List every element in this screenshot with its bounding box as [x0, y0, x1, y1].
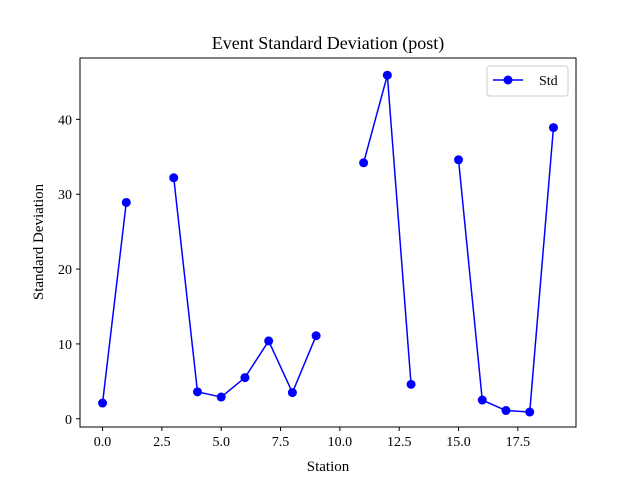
data-point-marker — [406, 379, 416, 389]
legend-box — [486, 65, 569, 97]
x-tick-label: 12.5 — [387, 435, 412, 450]
data-point-marker — [216, 392, 226, 402]
y-tick-label: 0 — [65, 413, 72, 428]
y-axis-label: Standard Deviation — [31, 183, 47, 300]
data-point-marker — [477, 395, 487, 405]
x-tick-label: 5.0 — [212, 435, 230, 450]
data-point-marker — [525, 407, 535, 417]
x-tick-label: 15.0 — [446, 435, 471, 450]
data-point-marker — [382, 70, 392, 80]
data-point-marker — [287, 388, 297, 398]
y-tick-label: 40 — [58, 113, 72, 128]
data-point-marker — [192, 387, 202, 397]
y-tick-label: 20 — [58, 263, 72, 278]
data-point-marker — [454, 155, 464, 165]
series-layer — [98, 70, 558, 417]
data-point-marker — [169, 173, 179, 183]
y-tick-label: 10 — [58, 338, 72, 353]
data-point-marker — [98, 398, 108, 408]
ticks-layer: 0.0 2.5 5.0 7.5 10.0 12.5 15.0 17.5 0 10 20 30 40 — [58, 113, 530, 450]
chart-title: Event Standard Deviation (post) — [212, 33, 444, 54]
x-tick-label: 2.5 — [153, 435, 171, 450]
data-point-marker — [501, 406, 511, 416]
plot-area-frame — [79, 57, 577, 428]
x-tick-label: 0.0 — [94, 435, 112, 450]
data-point-marker — [359, 158, 369, 168]
data-point-marker — [311, 331, 321, 341]
data-point-marker — [548, 123, 558, 133]
data-point-marker — [240, 373, 250, 383]
series-line-segment — [101, 202, 128, 404]
legend-label-std: Std — [539, 74, 558, 89]
data-point-marker — [264, 336, 274, 346]
legend: Std — [486, 65, 569, 97]
x-tick-label: 7.5 — [272, 435, 290, 450]
x-tick-label: 17.5 — [506, 435, 531, 450]
data-point-marker — [121, 197, 131, 207]
x-tick-label: 10.0 — [328, 435, 353, 450]
y-tick-label: 30 — [58, 188, 72, 203]
legend-marker-swatch — [503, 75, 513, 85]
x-axis-label: Station — [307, 459, 350, 475]
